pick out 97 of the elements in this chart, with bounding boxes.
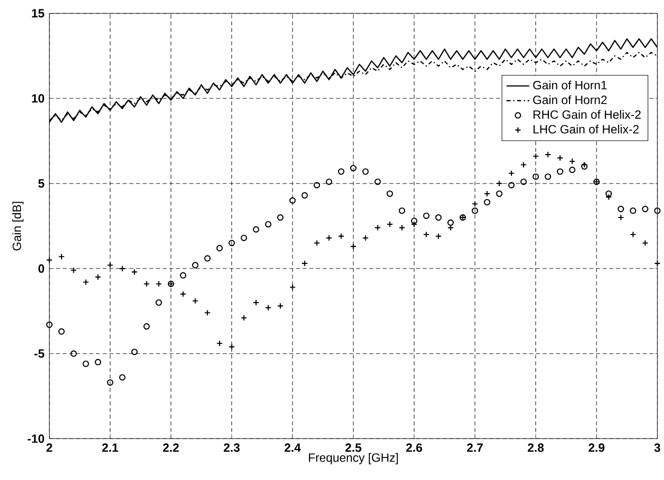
point xyxy=(277,214,284,221)
point xyxy=(338,168,344,175)
legend-label: Gain of Horn1 xyxy=(533,80,607,90)
point xyxy=(520,162,527,168)
point xyxy=(362,168,369,175)
point xyxy=(326,234,332,242)
point xyxy=(447,219,454,226)
point xyxy=(277,302,284,310)
x-tick-label: 2.9 xyxy=(588,443,604,452)
y-tick-label: 5 xyxy=(38,179,44,188)
point xyxy=(228,240,235,246)
point xyxy=(180,290,186,298)
x-axis-title: Frequency [GHz] xyxy=(308,453,398,464)
point xyxy=(386,190,394,197)
point xyxy=(46,321,53,328)
point xyxy=(508,170,515,176)
point xyxy=(70,350,77,357)
point xyxy=(252,299,260,306)
point xyxy=(240,314,248,322)
point xyxy=(143,323,150,330)
point xyxy=(156,299,162,306)
point xyxy=(314,182,320,188)
point xyxy=(496,190,502,197)
y-axis-title: Gain [dB] xyxy=(12,202,24,250)
point xyxy=(301,260,308,267)
point xyxy=(484,190,490,197)
point xyxy=(472,200,478,208)
point xyxy=(410,218,418,224)
point xyxy=(204,310,211,316)
point xyxy=(252,226,260,233)
point xyxy=(618,206,624,212)
point xyxy=(289,197,296,204)
point xyxy=(496,180,502,187)
y-tick-label: 0 xyxy=(38,264,44,273)
point xyxy=(204,255,211,262)
point xyxy=(131,268,138,276)
point xyxy=(143,280,150,288)
point xyxy=(131,348,138,356)
point xyxy=(520,178,527,185)
y-tick-label: -10 xyxy=(28,434,44,443)
x-tick-label: 2.7 xyxy=(467,443,483,452)
y-tick-label: 15 xyxy=(32,9,44,18)
point xyxy=(106,379,114,386)
point xyxy=(654,207,661,214)
point xyxy=(58,328,65,335)
legend-label: RHC Gain of Helix-2 xyxy=(534,110,641,119)
point xyxy=(119,374,126,381)
point xyxy=(435,214,442,221)
point xyxy=(544,151,552,158)
point xyxy=(472,207,478,214)
point xyxy=(556,154,564,162)
point xyxy=(216,244,223,252)
point xyxy=(94,274,102,280)
y-tick-label: -5 xyxy=(34,349,44,358)
point xyxy=(180,272,186,279)
point xyxy=(423,212,430,219)
legend-label: LHC Gain of Helix-2 xyxy=(534,124,639,134)
x-tick-label: 2.5 xyxy=(345,443,362,452)
point xyxy=(544,173,552,180)
point xyxy=(350,243,357,250)
point xyxy=(630,231,636,238)
point xyxy=(240,234,248,242)
point xyxy=(192,262,198,268)
point xyxy=(289,284,296,290)
point xyxy=(216,340,223,347)
point xyxy=(630,207,636,214)
x-tick-label: 2.3 xyxy=(224,443,240,452)
point xyxy=(484,198,490,206)
point xyxy=(605,190,612,197)
point xyxy=(326,178,332,185)
point xyxy=(398,224,406,231)
point xyxy=(94,358,102,366)
x-tick-label: 2.1 xyxy=(102,443,118,452)
y-tick-label: 10 xyxy=(32,94,44,103)
x-tick-label: 2.2 xyxy=(163,443,179,452)
point xyxy=(301,192,308,199)
point xyxy=(82,360,90,368)
x-tick-label: 2.4 xyxy=(284,443,301,452)
point xyxy=(398,207,406,214)
point xyxy=(435,233,442,240)
x-tick-label: 2 xyxy=(46,443,52,452)
x-tick-label: 3 xyxy=(654,443,660,452)
x-tick-label: 2.8 xyxy=(528,443,544,452)
point xyxy=(58,253,65,260)
point xyxy=(642,206,648,212)
point xyxy=(532,173,539,180)
point xyxy=(265,221,272,228)
point xyxy=(350,164,357,172)
x-tick-label: 2.6 xyxy=(406,443,422,452)
point xyxy=(581,163,588,170)
legend-label: Gain of Horn2 xyxy=(533,95,607,104)
point xyxy=(119,265,126,272)
point xyxy=(508,182,515,188)
point xyxy=(362,234,369,242)
point xyxy=(569,166,576,174)
point xyxy=(556,168,564,175)
point xyxy=(374,178,381,185)
